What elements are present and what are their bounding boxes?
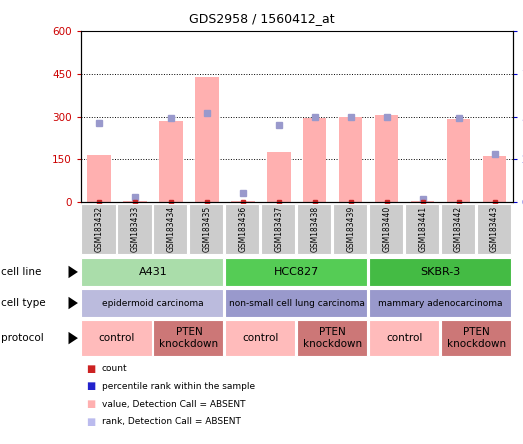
Text: GSM183438: GSM183438	[310, 206, 319, 252]
Text: non-small cell lung carcinoma: non-small cell lung carcinoma	[229, 298, 365, 308]
Text: GSM183434: GSM183434	[166, 206, 175, 252]
Text: protocol: protocol	[1, 333, 44, 343]
Bar	[440, 204, 475, 254]
Bar	[117, 204, 152, 254]
Text: ■: ■	[86, 399, 96, 409]
Bar	[225, 320, 295, 356]
Text: ■: ■	[86, 381, 96, 391]
Bar	[153, 204, 187, 254]
Bar	[231, 201, 255, 202]
Text: GSM183440: GSM183440	[382, 206, 391, 252]
Text: GSM183443: GSM183443	[490, 206, 499, 252]
Bar	[476, 204, 511, 254]
Text: count: count	[102, 364, 128, 373]
Text: ■: ■	[86, 364, 96, 373]
Text: GSM183432: GSM183432	[95, 206, 104, 252]
Bar	[87, 155, 111, 202]
Bar	[369, 258, 511, 285]
Bar	[440, 320, 511, 356]
Bar	[81, 258, 223, 285]
Bar	[369, 320, 439, 356]
Bar	[333, 204, 367, 254]
Bar	[267, 152, 290, 202]
Text: rank, Detection Call = ABSENT: rank, Detection Call = ABSENT	[102, 417, 241, 426]
Bar	[225, 258, 367, 285]
Text: control: control	[99, 333, 135, 343]
Bar	[375, 115, 399, 202]
Bar	[369, 204, 403, 254]
Bar	[405, 204, 439, 254]
Bar	[81, 289, 223, 317]
Bar	[447, 119, 470, 202]
Bar	[225, 289, 367, 317]
Text: epidermoid carcinoma: epidermoid carcinoma	[102, 298, 204, 308]
Bar	[411, 201, 434, 202]
Bar	[303, 118, 326, 202]
Text: GSM183437: GSM183437	[275, 206, 283, 252]
Text: ■: ■	[86, 417, 96, 427]
Text: GSM183441: GSM183441	[418, 206, 427, 252]
Text: GSM183442: GSM183442	[454, 206, 463, 252]
Text: percentile rank within the sample: percentile rank within the sample	[102, 382, 255, 391]
Text: PTEN
knockdown: PTEN knockdown	[160, 327, 219, 349]
Bar	[261, 204, 295, 254]
Bar	[195, 77, 219, 202]
Text: cell type: cell type	[1, 298, 46, 308]
Text: GSM183433: GSM183433	[131, 206, 140, 252]
Bar	[189, 204, 223, 254]
Bar	[369, 289, 511, 317]
Text: control: control	[243, 333, 279, 343]
Text: control: control	[386, 333, 423, 343]
Bar	[339, 117, 362, 202]
Bar	[153, 320, 223, 356]
Text: HCC827: HCC827	[274, 267, 320, 277]
Text: PTEN
knockdown: PTEN knockdown	[447, 327, 506, 349]
Text: GSM183435: GSM183435	[202, 206, 211, 252]
Text: PTEN
knockdown: PTEN knockdown	[303, 327, 362, 349]
Bar	[160, 121, 183, 202]
Bar	[483, 156, 506, 202]
Text: GDS2958 / 1560412_at: GDS2958 / 1560412_at	[189, 12, 334, 25]
Text: A431: A431	[139, 267, 167, 277]
Bar	[123, 201, 146, 202]
Text: value, Detection Call = ABSENT: value, Detection Call = ABSENT	[102, 400, 245, 408]
Text: GSM183439: GSM183439	[346, 206, 355, 252]
Bar	[81, 320, 152, 356]
Text: GSM183436: GSM183436	[238, 206, 247, 252]
Bar	[297, 320, 367, 356]
Bar	[81, 204, 116, 254]
Bar	[225, 204, 259, 254]
Bar	[297, 204, 332, 254]
Text: mammary adenocarcinoma: mammary adenocarcinoma	[378, 298, 503, 308]
Text: SKBR-3: SKBR-3	[420, 267, 461, 277]
Text: cell line: cell line	[1, 267, 41, 277]
